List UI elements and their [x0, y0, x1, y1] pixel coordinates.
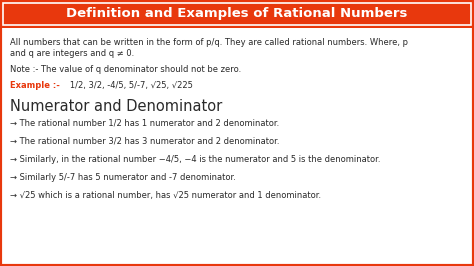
Text: Definition and Examples of Rational Numbers: Definition and Examples of Rational Numb…: [66, 7, 408, 20]
Text: Note :- The value of q denominator should not be zero.: Note :- The value of q denominator shoul…: [10, 65, 241, 74]
Text: → Similarly 5/-7 has 5 numerator and -7 denominator.: → Similarly 5/-7 has 5 numerator and -7 …: [10, 173, 236, 182]
Text: → The rational number 3/2 has 3 numerator and 2 denominator.: → The rational number 3/2 has 3 numerato…: [10, 137, 280, 146]
Text: 1/2, 3/2, -4/5, 5/-7, √25, √225: 1/2, 3/2, -4/5, 5/-7, √25, √225: [62, 81, 193, 90]
Text: and q are integers and q ≠ 0.: and q are integers and q ≠ 0.: [10, 49, 134, 58]
Text: → Similarly, in the rational number −4/5, −4 is the numerator and 5 is the denom: → Similarly, in the rational number −4/5…: [10, 155, 381, 164]
Text: Numerator and Denominator: Numerator and Denominator: [10, 99, 222, 114]
Text: → The rational number 1/2 has 1 numerator and 2 denominator.: → The rational number 1/2 has 1 numerato…: [10, 119, 279, 128]
Text: All numbers that can be written in the form of p/q. They are called rational num: All numbers that can be written in the f…: [10, 38, 408, 47]
Text: → √25 which is a rational number, has √25 numerator and 1 denominator.: → √25 which is a rational number, has √2…: [10, 191, 321, 200]
Bar: [0, 0, 474, 28]
Text: Example :-: Example :-: [10, 81, 60, 90]
Bar: [3, 3, 471, 25]
